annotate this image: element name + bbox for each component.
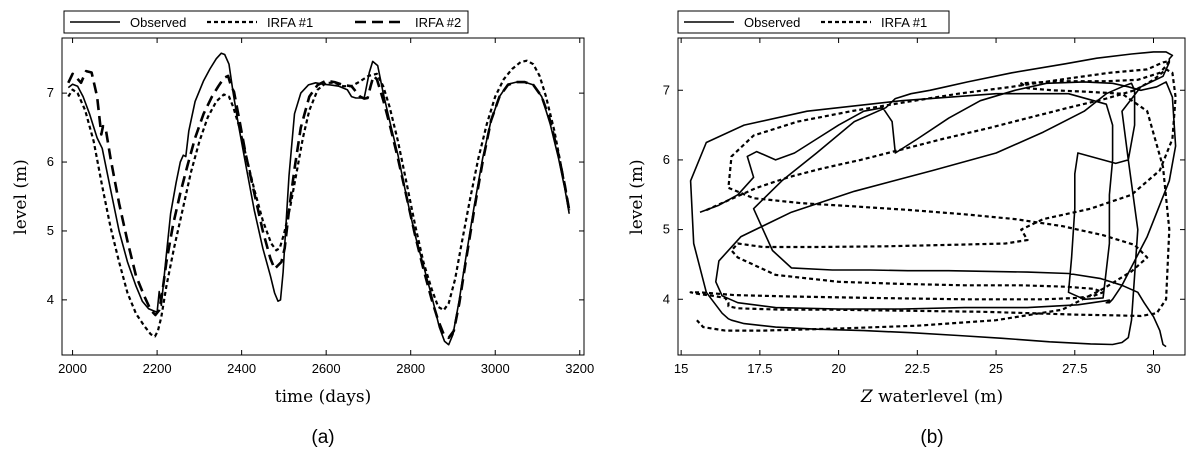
y-axis-label-b: level (m) [627, 159, 647, 234]
x-tick-label: 15 [674, 361, 688, 376]
x-tick-label: 3200 [565, 361, 594, 376]
x-axis-label-b: Z waterlevel (m) [860, 387, 1003, 407]
legend-box [63, 10, 469, 34]
legend-a: Observed IRFA #1 IRFA #2 [63, 10, 469, 34]
legend-label: IRFA #1 [881, 15, 927, 30]
y-tick-label: 4 [47, 292, 54, 307]
x-tick-label: 25 [989, 361, 1003, 376]
x-tick-label: 2000 [58, 361, 87, 376]
y-tick-label: 6 [47, 154, 54, 169]
legend-label: IRFA #2 [415, 15, 461, 30]
plot-frame-b [677, 37, 1186, 356]
series-line-irfa-2 [67, 69, 571, 340]
panel-b-phase-plot: 15 17.5 20 22.5 25 27.5 30 4 5 6 7 Observed IRFA #1… [627, 10, 1186, 448]
panel-caption-a: (a) [311, 427, 334, 448]
legend-label: IRFA #1 [267, 15, 313, 30]
legend-label: Observed [130, 15, 186, 30]
panel-a-time-series: 2000 2200 2400 2600 2800 3000 3200 4 5 6 7 Observe… [11, 10, 594, 448]
x-tick-label: 17.5 [747, 361, 772, 376]
x-tick-label: 22.5 [905, 361, 930, 376]
panel-caption-b: (b) [920, 427, 943, 448]
series-line-irfa-1 [689, 59, 1177, 332]
y-tick-label: 7 [663, 82, 670, 97]
series-line-irfa-1 [67, 59, 571, 338]
y-tick-label: 6 [663, 152, 670, 167]
x-tick-label: 27.5 [1062, 361, 1087, 376]
x-tick-label: 30 [1146, 361, 1160, 376]
y-tick-label: 7 [47, 85, 54, 100]
x-tick-label: 2600 [312, 361, 341, 376]
plot-marks-a: 2000 2200 2400 2600 2800 3000 3200 4 5 6 7 [47, 38, 594, 376]
legend-label: Observed [744, 15, 800, 30]
x-axis-label-a: time (days) [275, 387, 371, 407]
y-axis-label-a: level (m) [11, 159, 31, 234]
plot-marks-b: 15 17.5 20 22.5 25 27.5 30 4 5 6 7 [663, 38, 1185, 376]
x-tick-label: 2800 [396, 361, 425, 376]
plot-frame-a [61, 37, 585, 356]
series-line-observed [689, 51, 1177, 348]
x-tick-label: 3000 [481, 361, 510, 376]
y-tick-label: 4 [663, 291, 670, 306]
y-tick-label: 5 [47, 223, 54, 238]
x-axis-label-b-text: waterlevel (m) [878, 387, 1003, 407]
x-tick-label: 20 [831, 361, 845, 376]
x-tick-label: 2400 [227, 361, 256, 376]
legend-box [677, 10, 950, 34]
x-axis-label-b-variable: Z [860, 387, 874, 407]
legend-b: Observed IRFA #1 [677, 10, 950, 34]
x-tick-label: 2200 [143, 361, 172, 376]
y-tick-label: 5 [663, 222, 670, 237]
